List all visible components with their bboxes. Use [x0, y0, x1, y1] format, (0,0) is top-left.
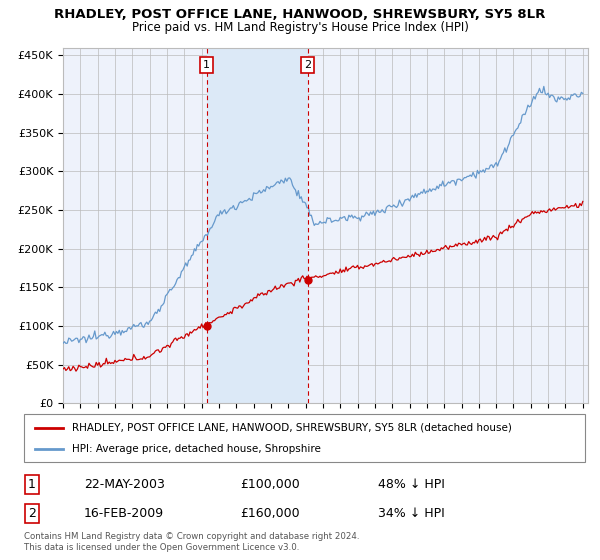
Bar	[206, 48, 308, 403]
Text: 1: 1	[28, 478, 36, 491]
Text: RHADLEY, POST OFFICE LANE, HANWOOD, SHREWSBURY, SY5 8LR: RHADLEY, POST OFFICE LANE, HANWOOD, SHRE…	[55, 8, 545, 21]
Text: 2: 2	[304, 60, 311, 70]
Text: 48% ↓ HPI: 48% ↓ HPI	[378, 478, 445, 491]
Text: 1: 1	[203, 60, 210, 70]
Text: Contains HM Land Registry data © Crown copyright and database right 2024.
This d: Contains HM Land Registry data © Crown c…	[24, 532, 359, 552]
Text: 22-MAY-2003: 22-MAY-2003	[84, 478, 165, 491]
Text: 16-FEB-2009: 16-FEB-2009	[84, 507, 164, 520]
FancyBboxPatch shape	[24, 414, 585, 462]
Text: 34% ↓ HPI: 34% ↓ HPI	[378, 507, 445, 520]
Text: £160,000: £160,000	[240, 507, 299, 520]
Text: 2: 2	[28, 507, 36, 520]
Text: RHADLEY, POST OFFICE LANE, HANWOOD, SHREWSBURY, SY5 8LR (detached house): RHADLEY, POST OFFICE LANE, HANWOOD, SHRE…	[71, 423, 512, 433]
Text: HPI: Average price, detached house, Shropshire: HPI: Average price, detached house, Shro…	[71, 444, 320, 454]
Text: Price paid vs. HM Land Registry's House Price Index (HPI): Price paid vs. HM Land Registry's House …	[131, 21, 469, 34]
Text: £100,000: £100,000	[240, 478, 300, 491]
